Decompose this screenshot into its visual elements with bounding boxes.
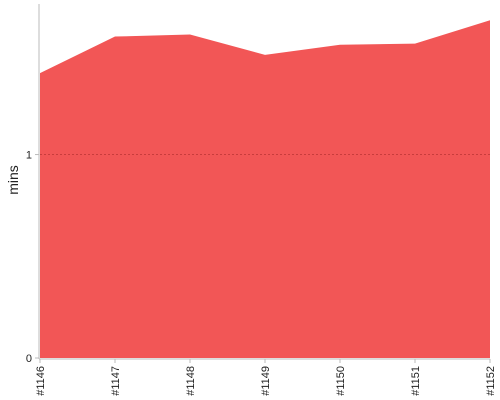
x-tick-label-1146: #1146 — [35, 366, 47, 396]
y-tick-label-1: 1 — [26, 150, 32, 162]
x-tick-label-1150: #1150 — [335, 366, 347, 396]
x-tick-label-1152: #1152 — [485, 366, 497, 396]
x-tick-label-1147: #1147 — [110, 366, 122, 396]
plot-area — [40, 20, 490, 359]
x-tick-label-1151: #1151 — [410, 366, 422, 396]
axes — [35, 4, 491, 363]
x-tick-label-1148: #1148 — [185, 366, 197, 396]
series-area — [40, 20, 490, 359]
y-axis-title: mins — [5, 165, 21, 195]
x-tick-label-1149: #1149 — [260, 366, 272, 396]
tick-labels: 0 1 #1146 #1147 #1148 #1149 #1150 #1151 #1152 — [26, 150, 497, 396]
y-tick-label-0: 0 — [26, 353, 32, 365]
